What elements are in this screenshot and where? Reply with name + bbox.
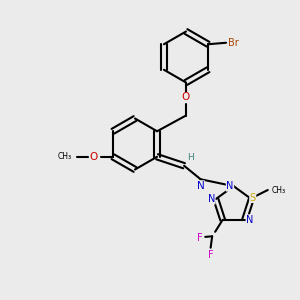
Text: O: O	[182, 92, 190, 103]
Text: S: S	[250, 193, 256, 202]
Text: N: N	[226, 181, 234, 191]
Text: F: F	[197, 233, 203, 243]
Text: CH₃: CH₃	[57, 152, 71, 161]
Text: N: N	[208, 194, 215, 204]
Text: CH₃: CH₃	[271, 185, 285, 194]
Text: F: F	[208, 250, 214, 260]
Text: N: N	[197, 181, 205, 191]
Text: H: H	[187, 153, 194, 162]
Text: Br: Br	[228, 38, 239, 48]
Text: O: O	[89, 152, 98, 162]
Text: N: N	[246, 215, 254, 225]
